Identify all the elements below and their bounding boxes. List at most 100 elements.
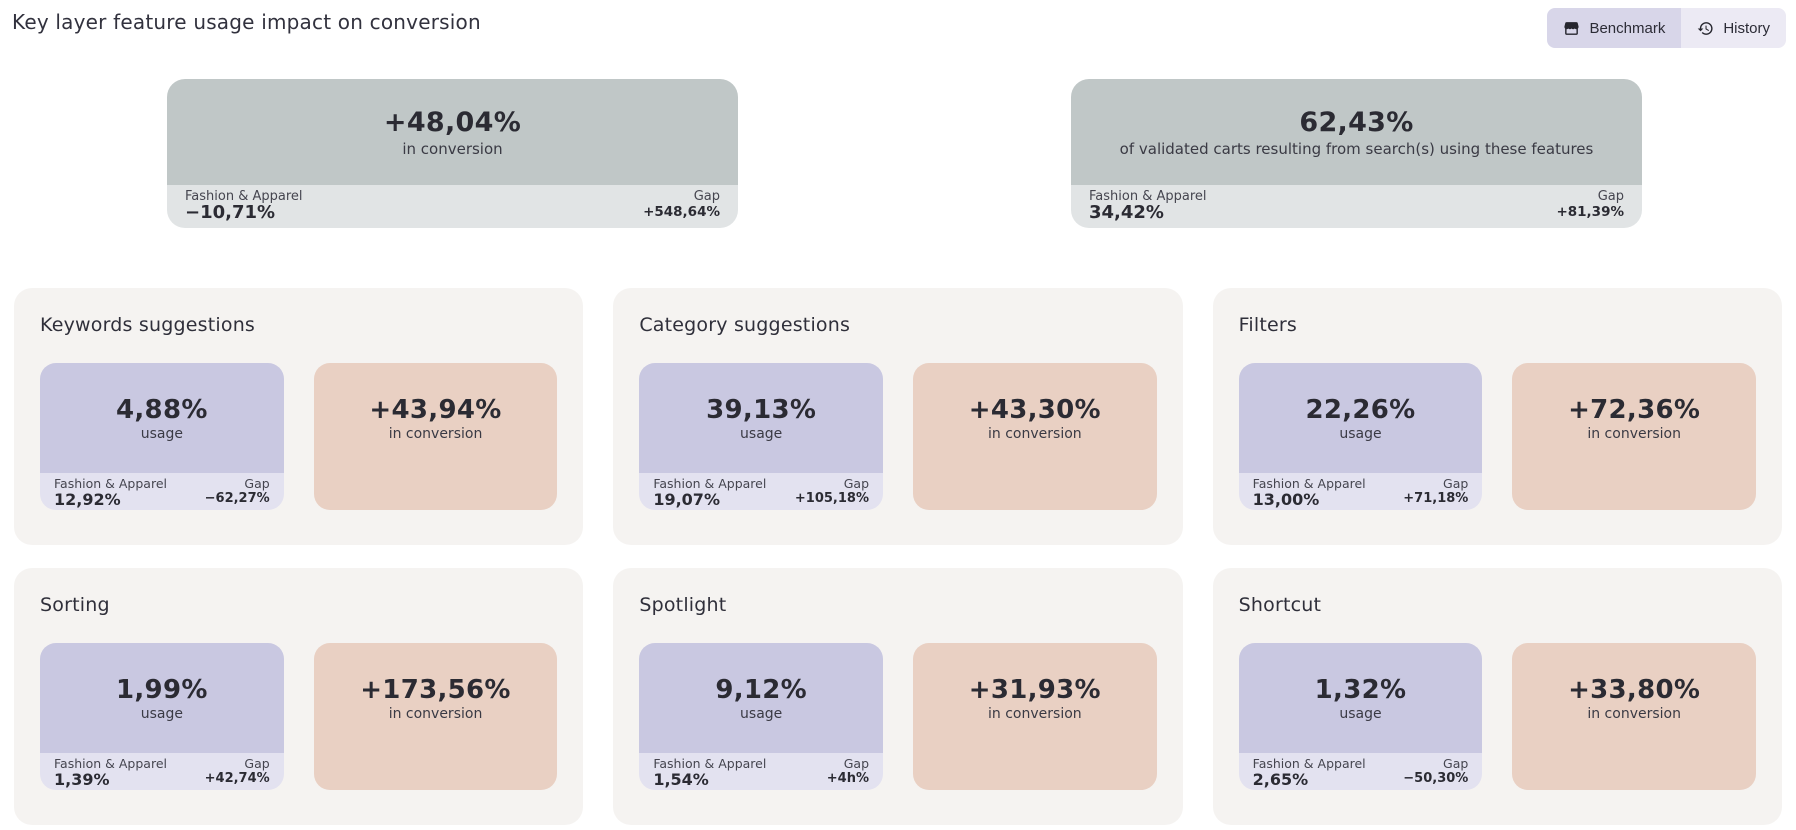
benchmark-label: Fashion & Apparel <box>1252 756 1366 771</box>
gap-block: Gap +105,18% <box>795 476 869 508</box>
benchmark-label: Fashion & Apparel <box>653 756 767 771</box>
gap-label: Gap <box>244 476 270 491</box>
summary-value: 62,43% <box>1299 106 1414 138</box>
usage-tile-main: 1,99% usage <box>40 643 284 753</box>
benchmark-value: 2,65% <box>1252 770 1309 789</box>
feature-title: Spotlight <box>639 594 727 616</box>
gap-value: +4h% <box>826 771 869 786</box>
conversion-value: +43,94% <box>369 394 502 425</box>
benchmark-label: Fashion & Apparel <box>1252 476 1366 491</box>
benchmark-block: Fashion & Apparel 12,92% <box>54 476 167 509</box>
usage-tile-main: 1,32% usage <box>1238 643 1483 753</box>
benchmark-value: 19,07% <box>653 490 720 509</box>
benchmark-block: Fashion & Apparel −10,71% <box>185 189 303 223</box>
conversion-value: +33,80% <box>1568 674 1701 705</box>
summary-caption: of validated carts resulting from search… <box>1119 139 1594 158</box>
gap-value: +548,64% <box>643 204 720 220</box>
benchmark-label: Fashion & Apparel <box>54 476 167 491</box>
conversion-tile: +43,30% in conversion <box>913 363 1157 510</box>
conversion-tile: +43,94% in conversion <box>313 363 558 510</box>
storefront-icon <box>1563 20 1580 37</box>
feature-card-3: Sorting 1,99% usage Fashion & Apparel 1,… <box>14 568 584 825</box>
usage-tile-main: 22,26% usage <box>1238 363 1483 473</box>
history-button-label: History <box>1723 19 1770 37</box>
feature-card-0: Keywords suggestions 4,88% usage Fashion… <box>14 288 584 545</box>
conversion-tile: +33,80% in conversion <box>1512 643 1756 790</box>
gap-label: Gap <box>1443 756 1469 771</box>
gap-value: +105,18% <box>794 491 869 506</box>
feature-tiles: 9,12% usage Fashion & Apparel 1,54% Gap … <box>639 643 1157 790</box>
usage-tile-main: 4,88% usage <box>40 363 284 473</box>
usage-caption: usage <box>140 425 183 442</box>
benchmark-block: Fashion & Apparel 2,65% <box>1253 756 1366 789</box>
conversion-caption: in conversion <box>388 425 483 442</box>
summary-card-validated-carts-benchmark-strip: Fashion & Apparel 34,42% Gap +81,39% <box>1071 185 1642 228</box>
usage-caption: usage <box>1339 705 1382 722</box>
conversion-value: +31,93% <box>968 674 1101 705</box>
conversion-caption: in conversion <box>1587 705 1681 722</box>
gap-label: Gap <box>843 756 869 771</box>
gap-block: Gap +548,64% <box>643 189 720 220</box>
conversion-caption: in conversion <box>388 705 483 722</box>
benchmark-value: 34,42% <box>1089 202 1164 223</box>
usage-benchmark-strip: Fashion & Apparel 1,39% Gap +42,74% <box>40 753 284 790</box>
usage-tile: 9,12% usage Fashion & Apparel 1,54% Gap … <box>639 643 883 790</box>
gap-label: Gap <box>843 476 869 491</box>
conversion-value: +72,36% <box>1568 394 1701 425</box>
feature-title: Sorting <box>40 594 110 616</box>
summary-card-validated-carts: 62,43% of validated carts resulting from… <box>1071 79 1642 228</box>
gap-block: Gap −62,27% <box>205 476 270 508</box>
summary-card-conversion-main: +48,04% in conversion <box>167 79 738 185</box>
benchmark-block: Fashion & Apparel 1,54% <box>653 756 766 789</box>
conversion-tile: +31,93% in conversion <box>913 643 1157 790</box>
benchmark-button-label: Benchmark <box>1589 19 1666 37</box>
benchmark-value: 13,00% <box>1252 490 1320 509</box>
gap-value: −62,27% <box>204 491 270 506</box>
conversion-tile: +72,36% in conversion <box>1512 363 1756 510</box>
gap-block: Gap −50,30% <box>1403 756 1468 788</box>
gap-block: Gap +4h% <box>827 756 869 788</box>
conversion-tile: +173,56% in conversion <box>313 643 558 790</box>
gap-value: −50,30% <box>1403 771 1469 786</box>
feature-title: Shortcut <box>1238 594 1322 616</box>
benchmark-label: Fashion & Apparel <box>653 476 767 491</box>
summary-card-conversion-benchmark-strip: Fashion & Apparel −10,71% Gap +548,64% <box>167 185 738 228</box>
history-button[interactable]: History <box>1681 8 1786 48</box>
conversion-value: +173,56% <box>360 674 511 705</box>
usage-value: 4,88% <box>115 394 208 425</box>
header: Key layer feature usage impact on conver… <box>0 0 1796 48</box>
usage-tile: 1,32% usage Fashion & Apparel 2,65% Gap … <box>1238 643 1483 790</box>
benchmark-block: Fashion & Apparel 19,07% <box>653 476 766 509</box>
usage-benchmark-strip: Fashion & Apparel 2,65% Gap −50,30% <box>1238 753 1483 790</box>
gap-label: Gap <box>693 189 720 204</box>
usage-tile: 22,26% usage Fashion & Apparel 13,00% Ga… <box>1238 363 1483 510</box>
usage-tile-main: 39,13% usage <box>639 363 883 473</box>
summary-card-validated-carts-main: 62,43% of validated carts resulting from… <box>1071 79 1642 185</box>
gap-block: Gap +71,18% <box>1403 476 1468 508</box>
conversion-caption: in conversion <box>1587 425 1681 442</box>
usage-value: 1,32% <box>1314 674 1407 705</box>
feature-tiles: 4,88% usage Fashion & Apparel 12,92% Gap… <box>40 363 558 510</box>
conversion-tile-main: +72,36% in conversion <box>1512 363 1756 473</box>
benchmark-value: 12,92% <box>54 490 121 509</box>
conversion-tile-main: +33,80% in conversion <box>1512 643 1756 753</box>
conversion-caption: in conversion <box>988 705 1082 722</box>
history-icon <box>1697 20 1714 37</box>
summary-value: +48,04% <box>383 106 522 138</box>
conversion-tile-main: +43,94% in conversion <box>314 363 558 473</box>
benchmark-label: Fashion & Apparel <box>1089 189 1207 204</box>
usage-caption: usage <box>740 705 783 722</box>
benchmark-button[interactable]: Benchmark <box>1547 8 1682 48</box>
conversion-tile-main: +31,93% in conversion <box>913 643 1157 753</box>
feature-tiles: 1,32% usage Fashion & Apparel 2,65% Gap … <box>1238 643 1756 790</box>
feature-card-4: Spotlight 9,12% usage Fashion & Apparel … <box>613 568 1183 825</box>
feature-title: Keywords suggestions <box>40 314 256 336</box>
benchmark-label: Fashion & Apparel <box>185 189 303 204</box>
usage-value: 39,13% <box>706 394 817 425</box>
feature-tiles: 1,99% usage Fashion & Apparel 1,39% Gap … <box>40 643 558 790</box>
usage-tile: 39,13% usage Fashion & Apparel 19,07% Ga… <box>639 363 883 510</box>
conversion-caption: in conversion <box>988 425 1082 442</box>
gap-value: +71,18% <box>1403 491 1469 506</box>
feature-card-5: Shortcut 1,32% usage Fashion & Apparel 2… <box>1212 568 1782 825</box>
summary-row: +48,04% in conversion Fashion & Apparel … <box>0 79 1796 228</box>
